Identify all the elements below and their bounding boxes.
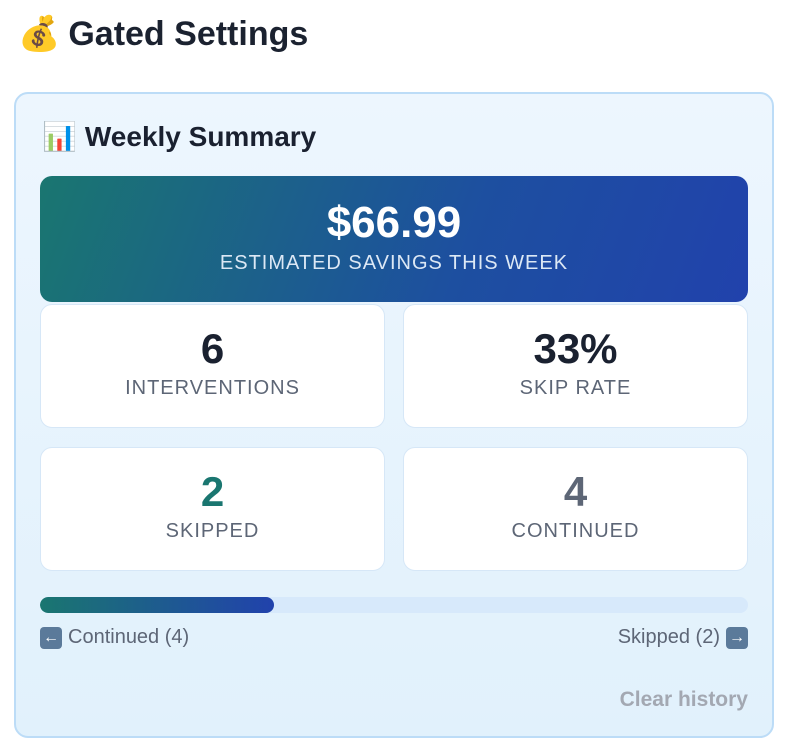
- section-title-text: Weekly Summary: [84, 120, 317, 152]
- page-title-text: Gated Settings: [68, 14, 309, 53]
- stat-value: 2: [200, 468, 225, 515]
- right-arrow-icon: →: [726, 626, 748, 649]
- stat-label: SKIPPED: [165, 520, 260, 542]
- skip-progress-bar: [40, 597, 748, 613]
- legend-skipped: Skipped (2) →: [618, 626, 748, 649]
- weekly-summary-card: 📊 Weekly Summary $66.99 ESTIMATED SAVING…: [14, 92, 774, 738]
- stat-label: INTERVENTIONS: [125, 377, 300, 399]
- legend-continued-text: Continued (4): [68, 626, 190, 648]
- legend-continued: ← Continued (4): [40, 626, 189, 649]
- page-title: 💰 Gated Settings: [18, 14, 308, 54]
- savings-banner: $66.99 ESTIMATED SAVINGS THIS WEEK: [40, 176, 748, 302]
- stat-value: 4: [563, 468, 588, 515]
- bar-chart-icon: 📊: [42, 121, 77, 152]
- stat-skipped: 2 SKIPPED: [40, 447, 385, 571]
- savings-value: $66.99: [326, 198, 462, 247]
- clear-history-button[interactable]: Clear history: [619, 688, 748, 711]
- stat-value: 33%: [533, 325, 618, 372]
- stat-skip-rate: 33% SKIP RATE: [403, 304, 748, 428]
- savings-label: ESTIMATED SAVINGS THIS WEEK: [219, 252, 569, 274]
- left-arrow-icon: ←: [40, 626, 62, 649]
- legend-skipped-text: Skipped (2): [617, 626, 720, 648]
- stat-label: CONTINUED: [511, 520, 640, 542]
- stat-label: SKIP RATE: [519, 377, 632, 399]
- stat-value: 6: [200, 325, 225, 372]
- skip-progress-fill: [40, 597, 274, 613]
- money-bag-icon: 💰: [18, 15, 61, 53]
- stat-interventions: 6 INTERVENTIONS: [40, 304, 385, 428]
- stat-continued: 4 CONTINUED: [403, 447, 748, 571]
- section-title: 📊 Weekly Summary: [42, 120, 316, 153]
